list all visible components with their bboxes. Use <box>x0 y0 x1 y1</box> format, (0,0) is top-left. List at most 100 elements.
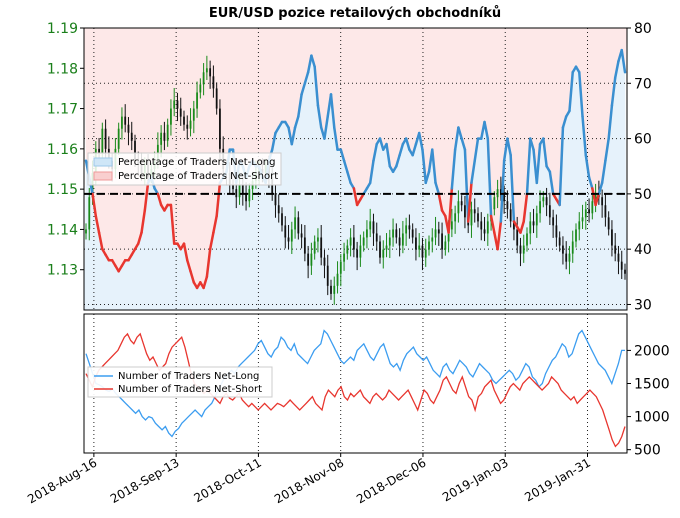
candle-body <box>395 229 398 238</box>
net-long-pct-segment <box>290 126 297 146</box>
candle-body <box>170 108 172 125</box>
date-tick-label: 2018-Aug-16 <box>25 455 99 506</box>
candle-body <box>388 237 391 246</box>
net-long-pct-segment <box>368 159 375 185</box>
candle-body <box>499 189 502 194</box>
candle-body <box>532 221 535 226</box>
net-long-pct-segment <box>91 192 98 218</box>
top-panel-frame <box>83 27 628 311</box>
candle-body <box>287 237 290 242</box>
date-tick-label: 2018-Sep-13 <box>108 455 182 506</box>
candle-body <box>232 185 234 190</box>
candle-body <box>88 197 91 230</box>
net-long-pct-segment <box>542 137 548 168</box>
date-tick-label: 2018-Dec-06 <box>354 455 428 506</box>
legend-swatch-net-short-pct <box>93 171 113 181</box>
bottom-legend: Number of Traders Net-Long Number of Tra… <box>87 366 273 398</box>
candle-body <box>477 213 479 222</box>
net-long-pct-segment <box>548 170 555 196</box>
candle-body <box>336 273 339 286</box>
candle-body <box>317 237 319 242</box>
candle-body <box>450 221 453 230</box>
candle-body <box>601 197 604 206</box>
chart-title: EUR/USD pozice retailových obchodníků <box>209 6 501 21</box>
net-long-pct-segment <box>137 231 143 245</box>
net-long-pct-segment <box>466 181 473 223</box>
candle-body <box>496 189 499 198</box>
net-long-pct-segment <box>489 214 496 234</box>
candle-body <box>460 201 463 206</box>
net-long-pct-segment <box>525 137 532 196</box>
net-long-pct-segment <box>447 187 454 234</box>
net-long-pct-segment <box>600 159 607 185</box>
net-short-count-line <box>85 332 626 448</box>
candle-body <box>503 193 506 202</box>
candle-body <box>375 233 378 242</box>
net-long-pct-segment <box>558 126 565 207</box>
net-long-pct-segment <box>208 231 215 251</box>
net-long-pct-segment <box>313 65 320 107</box>
top-legend: Percentage of Traders Net-Long Percentag… <box>87 152 282 186</box>
candle-body <box>343 253 345 262</box>
candle-body <box>441 233 443 250</box>
candle-body <box>421 245 424 258</box>
date-tick-label: 2018-Nov-08 <box>272 455 346 506</box>
net-long-pct-segment <box>587 176 594 190</box>
candle-body <box>323 257 326 266</box>
candle-body <box>245 193 247 202</box>
net-long-pct-segment <box>473 137 480 162</box>
net-long-pct-segment <box>613 59 620 80</box>
candle-body <box>457 201 460 214</box>
net-long-pct-segment <box>169 203 176 245</box>
net-long-pct-segment <box>411 142 418 157</box>
net-long-pct-segment <box>453 126 460 151</box>
net-long-pct-segment <box>581 115 588 157</box>
candle-body <box>437 229 440 234</box>
net-long-pct-segment <box>463 148 470 223</box>
net-long-pct-segment <box>329 93 336 129</box>
candle-body <box>313 241 316 254</box>
price-tick-label: 1.18 <box>47 61 78 77</box>
net-long-pct-segment <box>385 142 392 168</box>
candle-body <box>424 249 427 258</box>
candle-body <box>215 88 218 109</box>
net-long-pct-segment <box>97 231 104 251</box>
candle-body <box>558 237 561 246</box>
net-long-pct-segment <box>300 82 307 96</box>
candle-body <box>359 245 362 258</box>
candle-body <box>542 197 545 202</box>
net-long-pct-segment <box>597 181 604 196</box>
net-long-pct-segment <box>293 115 300 129</box>
net-long-pct-segment <box>421 148 427 185</box>
candle-body <box>509 209 512 222</box>
candle-body <box>98 148 100 153</box>
candle-body <box>434 229 437 238</box>
net-long-pct-segment <box>561 115 568 129</box>
candle-body <box>545 197 548 206</box>
candle-body <box>535 213 538 226</box>
candle-body <box>320 237 323 258</box>
net-long-pct-segment <box>323 115 329 140</box>
candle-body <box>401 233 404 246</box>
candle-body <box>356 249 359 258</box>
net-long-pct-segment <box>568 70 574 113</box>
date-tick-label: 2018-Oct-11 <box>191 455 263 505</box>
candle-body <box>555 225 558 238</box>
candle-body <box>186 124 189 129</box>
candle-body <box>571 241 574 254</box>
net-long-pct-segment <box>460 137 467 151</box>
pct-tick-label: 80 <box>634 21 652 37</box>
net-long-pct-segment <box>437 192 444 212</box>
net-long-pct-segment <box>604 137 610 162</box>
candle-body <box>382 249 385 258</box>
pct-tick-label: 40 <box>634 242 652 258</box>
candle-body <box>297 217 300 234</box>
net-long-pct-segment <box>594 192 601 207</box>
net-long-pct-segment <box>372 142 378 162</box>
candle-body <box>493 197 496 210</box>
net-long-pct-segment <box>186 258 192 273</box>
candle-body <box>431 237 434 242</box>
candle-body <box>372 221 375 234</box>
net-long-pct-segment <box>333 126 339 151</box>
net-long-pct-segment <box>215 181 222 218</box>
